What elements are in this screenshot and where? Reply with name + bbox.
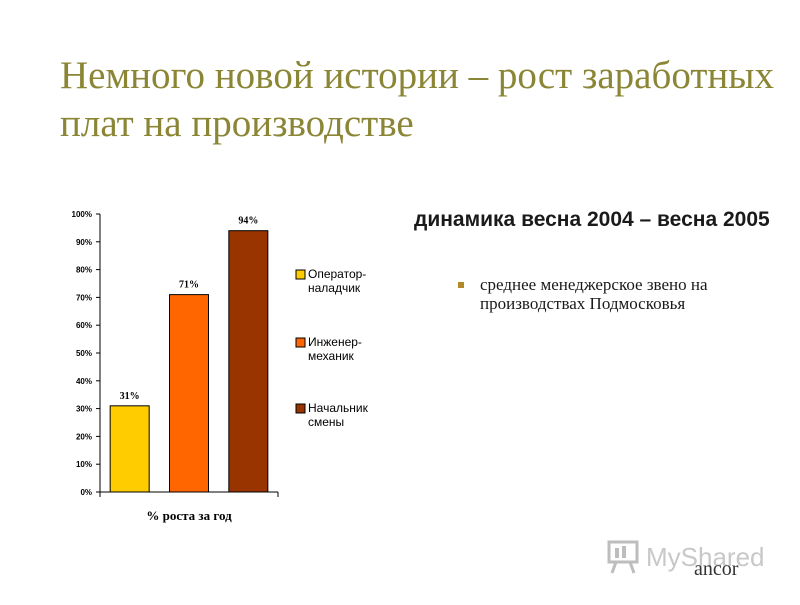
bullet-square-icon (458, 282, 464, 288)
y-tick-label: 100% (72, 210, 92, 219)
slide-title: Немного новой истории – рост заработных … (60, 54, 774, 145)
legend-swatch-2 (295, 337, 306, 348)
presentation-board-icon (607, 540, 639, 574)
watermark-text: MyShared (646, 542, 765, 572)
bar-data-label: 31% (120, 391, 140, 402)
y-tick-label: 20% (76, 432, 92, 441)
legend-label: смены (308, 415, 344, 429)
legend-swatch-1 (295, 269, 306, 280)
bar-3 (228, 230, 269, 493)
legend-label: Начальник (308, 401, 369, 415)
y-tick-label: 10% (76, 460, 92, 469)
y-tick-label: 80% (76, 266, 92, 275)
chart-subtitle: динамика весна 2004 – весна 2005 (414, 208, 770, 231)
legend-label: наладчик (308, 281, 361, 295)
bar-data-label: 94% (238, 216, 258, 227)
y-tick-label: 70% (76, 293, 92, 302)
y-tick-label: 90% (76, 238, 92, 247)
y-tick-label: 0% (80, 488, 92, 497)
legend-label: Инженер- (308, 335, 362, 349)
x-axis-title: % роста за год (146, 508, 232, 523)
y-tick-label: 60% (76, 321, 92, 330)
y-tick-label: 30% (76, 405, 92, 414)
bar-1 (109, 405, 150, 493)
watermark-logo: MyShared ancor (606, 538, 776, 582)
company-logo: ancor (694, 558, 739, 580)
bar-data-label: 71% (179, 280, 199, 291)
y-tick-label: 50% (76, 349, 92, 358)
y-tick-label: 40% (76, 377, 92, 386)
legend-swatch-3 (295, 403, 306, 414)
legend-label: механик (308, 349, 355, 363)
legend-label: Оператор- (308, 267, 366, 281)
bullet-text: среднее менеджерское звено на производст… (480, 275, 708, 313)
bar-2 (169, 294, 209, 493)
